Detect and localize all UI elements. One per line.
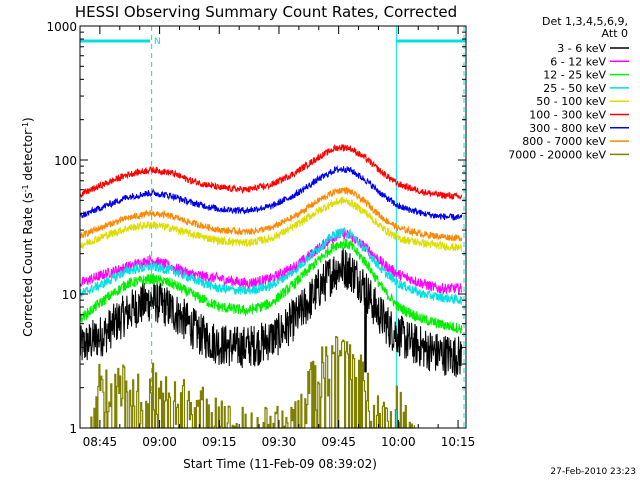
y-axis-label-end: )	[21, 117, 35, 122]
legend-header-line2: Att 0	[602, 27, 628, 40]
y-tick-label-3: 1000	[46, 20, 77, 34]
legend-label-7: 800 - 7000 keV	[522, 135, 606, 148]
series-line-6	[79, 164, 463, 221]
x-tick-label-6: 10:15	[441, 435, 476, 449]
y-axis-label-mid: detector	[21, 130, 35, 185]
legend-label-4: 50 - 100 keV	[536, 95, 606, 108]
chart-title: HESSI Observing Summary Count Rates, Cor…	[75, 3, 457, 21]
night-bars: N	[80, 37, 466, 47]
series-line-4	[79, 196, 463, 253]
series-line-2	[79, 238, 463, 334]
x-tick-label-0: 08:45	[83, 435, 118, 449]
night-bar-label-0: N	[154, 37, 161, 47]
legend-label-2: 12 - 25 keV	[543, 69, 606, 82]
x-tick-label-2: 09:15	[202, 435, 237, 449]
x-tick-label-1: 09:00	[142, 435, 177, 449]
y-axis-label-sup1: -1	[21, 184, 30, 192]
x-axis-label: Start Time (11-Feb-09 08:39:02)	[183, 457, 377, 471]
legend-label-3: 25 - 50 keV	[543, 82, 606, 95]
y-tick-label-1: 10	[62, 288, 77, 302]
series-line-5	[79, 143, 463, 201]
x-tick-label-5: 10:00	[381, 435, 416, 449]
legend-label-6: 300 - 800 keV	[529, 122, 606, 135]
y-axis-label: Corrected Count Rate (s-1 detector-1)	[21, 117, 36, 336]
series-lines	[79, 143, 463, 429]
legend-label-8: 7000 - 20000 keV	[508, 148, 606, 161]
legend-header-line1: Det 1,3,4,5,6,9,	[542, 15, 628, 28]
legend-label-5: 100 - 300 keV	[529, 109, 606, 122]
series-line-0	[79, 248, 463, 378]
x-tick-label-4: 09:45	[321, 435, 356, 449]
series-line-1	[79, 227, 463, 296]
plot-frame	[79, 25, 467, 429]
series-line-3	[79, 227, 463, 305]
series-line-7	[79, 186, 463, 242]
legend-label-1: 6 - 12 keV	[550, 55, 606, 68]
x-axis-ticks: 08:45 09:00 09:15 09:30 09:45 10:00 10:15	[79, 26, 476, 449]
plot-area: N 08:45 09:00 09:15 09:30 09:45 10:00 10:15 11…	[46, 20, 475, 449]
x-tick-label-3: 09:30	[262, 435, 297, 449]
y-axis-ticks: 1 10 100 1000	[46, 20, 466, 436]
legend-label-0: 3 - 6 keV	[557, 42, 606, 55]
y-tick-label-2: 100	[54, 154, 77, 168]
y-tick-label-0: 1	[69, 422, 77, 436]
y-axis-label-main: Corrected Count Rate (s	[21, 192, 35, 336]
y-axis-label-sup2: -1	[21, 122, 30, 130]
date-stamp: 27-Feb-2010 23:23	[550, 467, 636, 477]
